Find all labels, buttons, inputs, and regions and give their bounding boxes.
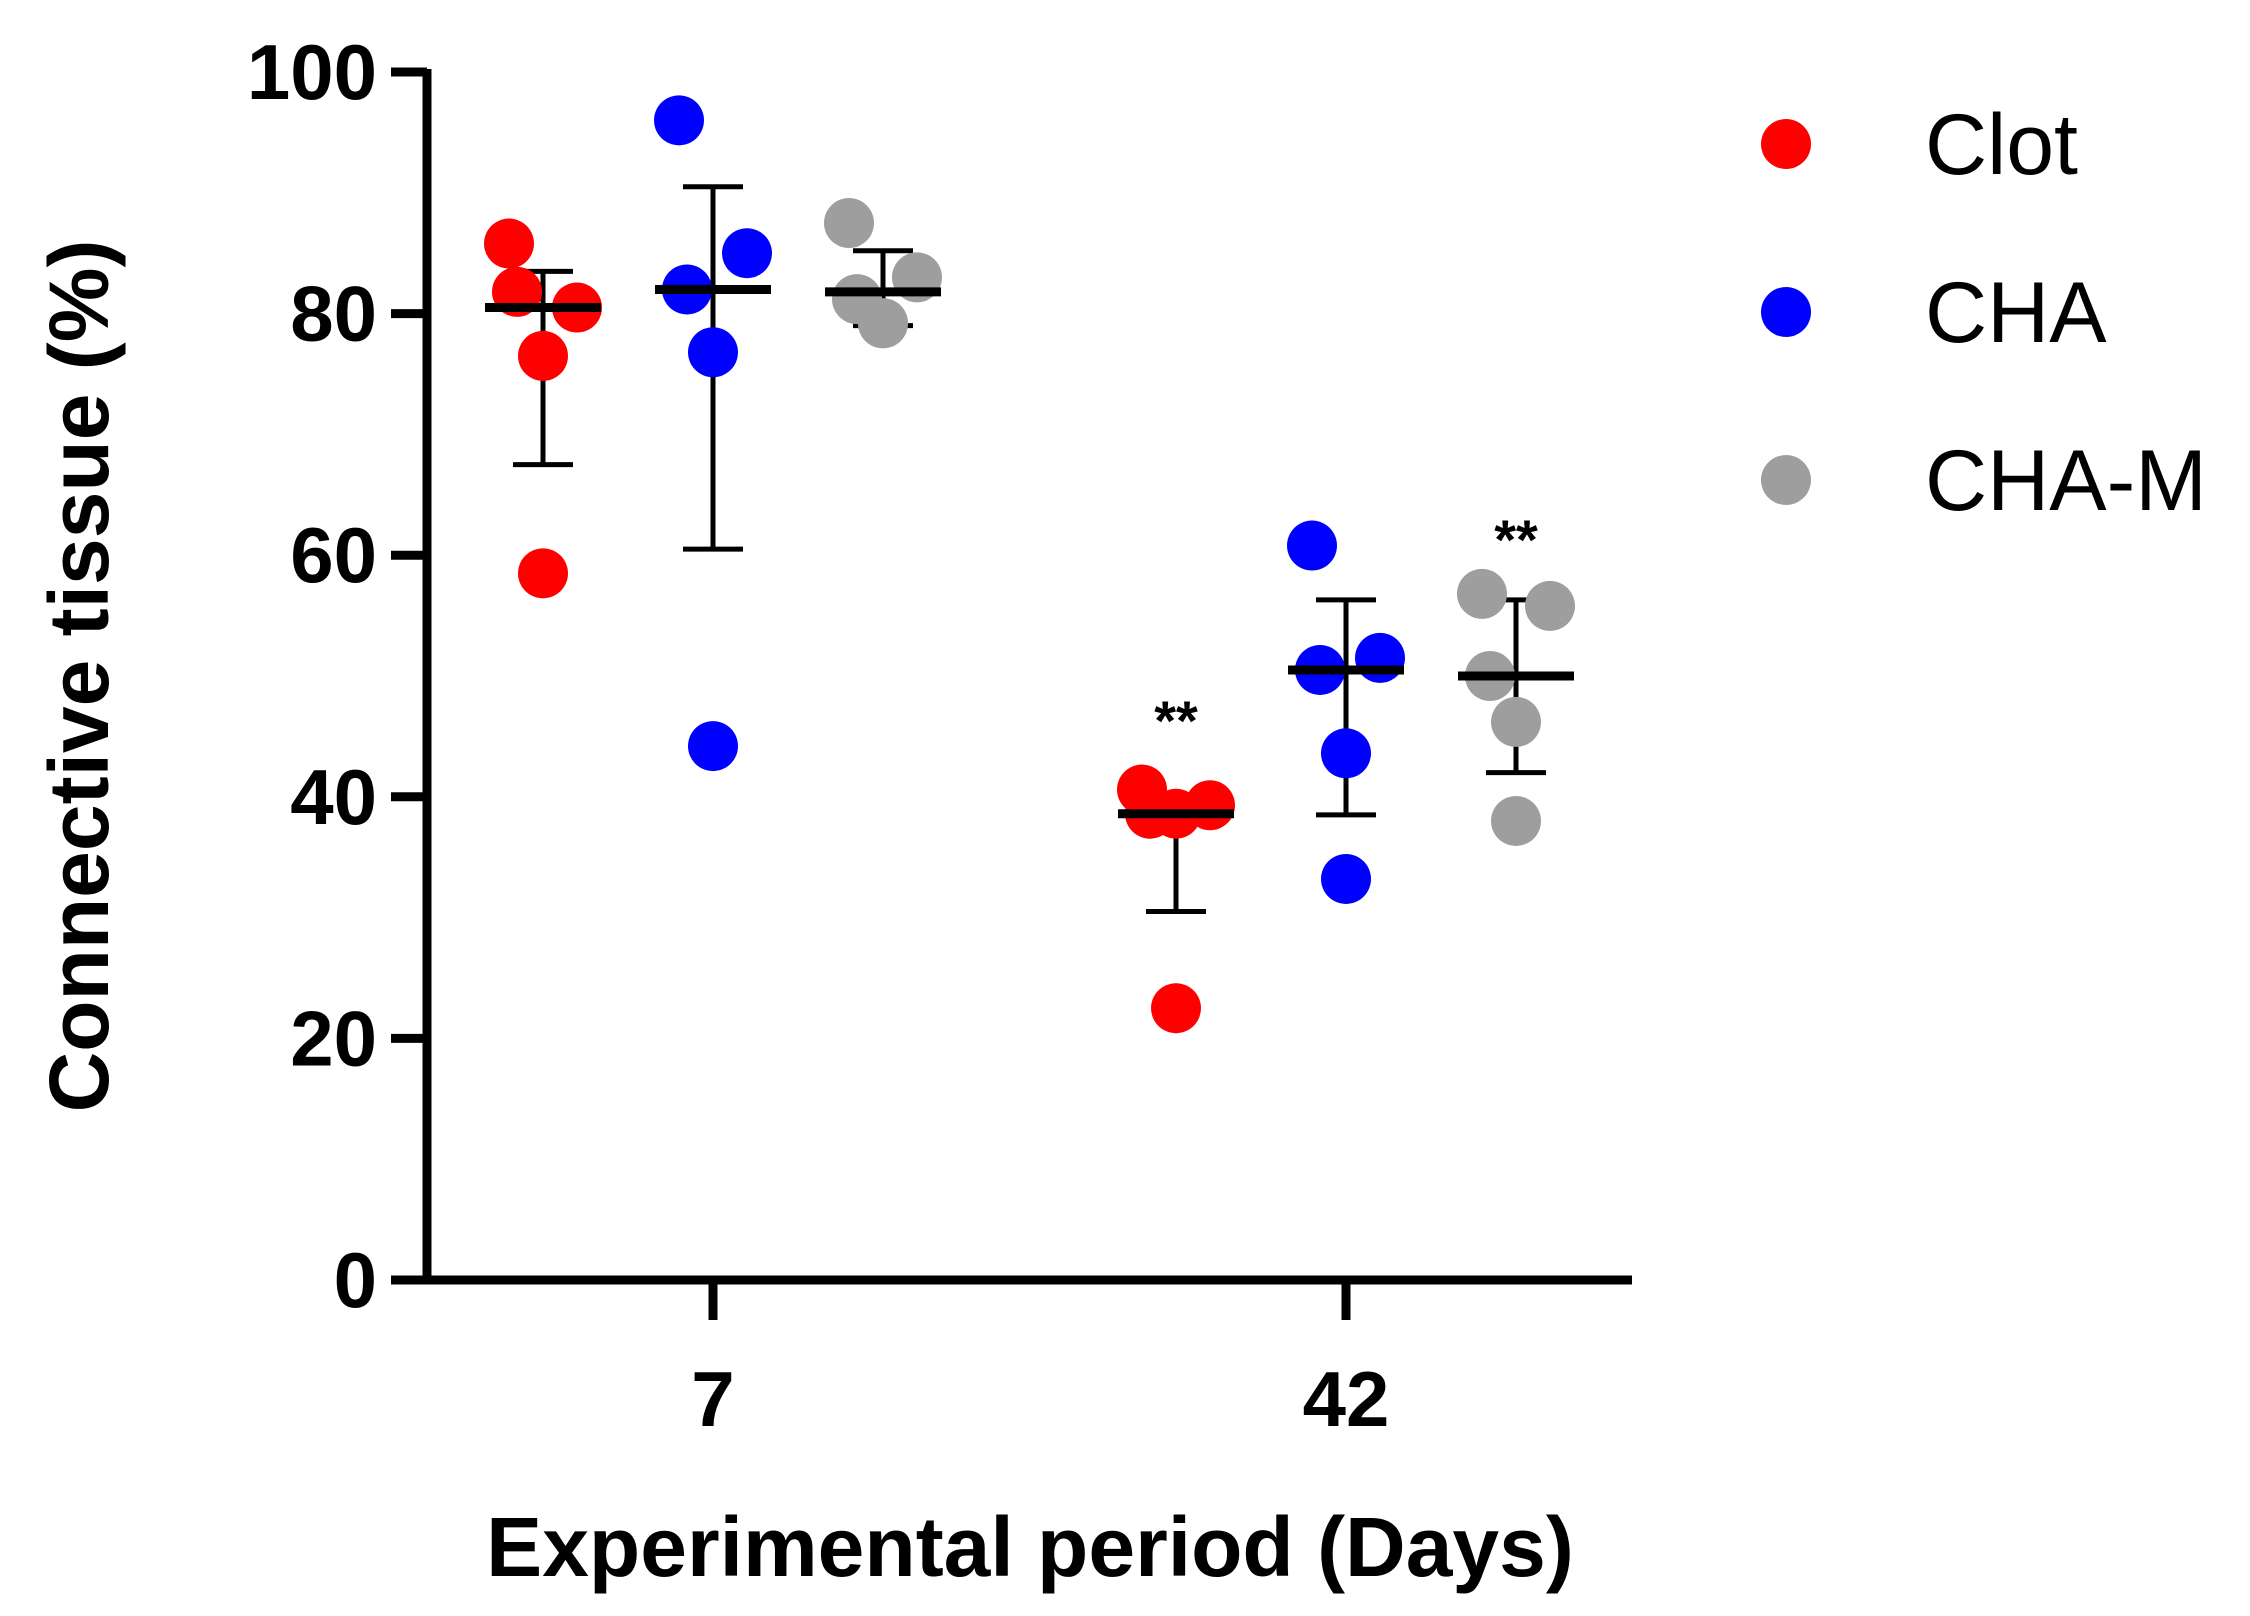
y-tick-label: 100 bbox=[247, 28, 377, 116]
data-point-clot bbox=[1151, 983, 1201, 1034]
legend-marker-clot bbox=[1761, 119, 1811, 169]
data-point-cha-m bbox=[824, 198, 874, 248]
data-marks: ** ** bbox=[484, 95, 1575, 1034]
x-tick-label: 7 bbox=[691, 1355, 734, 1443]
legend-marker-cha-m bbox=[1761, 455, 1811, 505]
data-point-cha-m bbox=[858, 298, 908, 349]
significance-annotation: ** bbox=[1494, 508, 1538, 571]
data-point-cha bbox=[1321, 728, 1371, 779]
y-tick-label: 80 bbox=[290, 270, 377, 358]
y-axis-title: Connective tissue (%) bbox=[32, 240, 126, 1113]
x-tick-label: 42 bbox=[1303, 1355, 1390, 1443]
data-point-cha-m bbox=[1491, 795, 1541, 846]
data-point-clot bbox=[484, 218, 534, 269]
legend: Clot CHA CHA-M bbox=[1761, 97, 2207, 529]
data-point-cha-m bbox=[1491, 696, 1541, 747]
axes: 0 20 40 60 80 100 7 42 Experimental period (Days… bbox=[32, 28, 1632, 1594]
y-tick-label: 60 bbox=[290, 511, 377, 599]
y-tick-label: 20 bbox=[290, 994, 377, 1082]
data-point-cha bbox=[1287, 520, 1337, 571]
data-point-clot bbox=[518, 330, 568, 381]
data-point-cha bbox=[654, 95, 704, 146]
legend-label-cha-m: CHA-M bbox=[1925, 433, 2207, 529]
x-axis-title: Experimental period (Days) bbox=[486, 1500, 1574, 1594]
data-point-cha bbox=[688, 327, 738, 378]
data-point-cha bbox=[1321, 853, 1371, 904]
data-point-clot bbox=[518, 548, 568, 599]
data-point-cha bbox=[1355, 632, 1405, 683]
data-point-cha bbox=[722, 228, 772, 279]
legend-label-clot: Clot bbox=[1925, 97, 2078, 193]
legend-marker-cha bbox=[1761, 287, 1811, 337]
y-tick-label: 40 bbox=[290, 753, 377, 841]
data-point-cha-m bbox=[1525, 580, 1575, 631]
legend-label-cha: CHA bbox=[1925, 265, 2107, 361]
data-point-cha-m bbox=[1457, 568, 1507, 619]
significance-annotation: ** bbox=[1154, 689, 1198, 752]
y-tick-label: 0 bbox=[334, 1236, 377, 1324]
data-point-cha bbox=[688, 721, 738, 772]
